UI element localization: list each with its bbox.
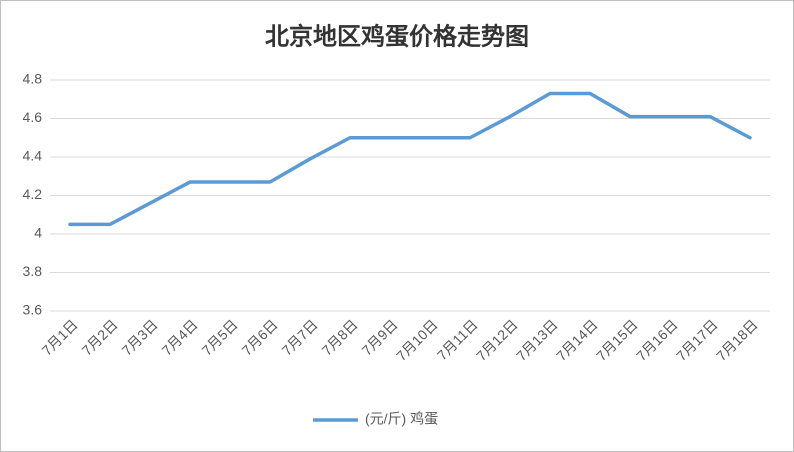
legend-label: (元/斤) 鸡蛋 <box>365 411 438 427</box>
y-tick-label: 4.8 <box>23 71 43 87</box>
y-tick-label: 4.2 <box>23 186 43 202</box>
data-line <box>68 91 752 227</box>
y-tick-label: 4 <box>34 225 42 241</box>
y-tick-label: 4.6 <box>23 109 43 125</box>
y-tick-label: 3.6 <box>23 302 43 318</box>
y-tick-label: 3.8 <box>23 263 43 279</box>
chart-title: 北京地区鸡蛋价格走势图 <box>265 22 529 50</box>
y-tick-label: 4.4 <box>23 148 43 164</box>
